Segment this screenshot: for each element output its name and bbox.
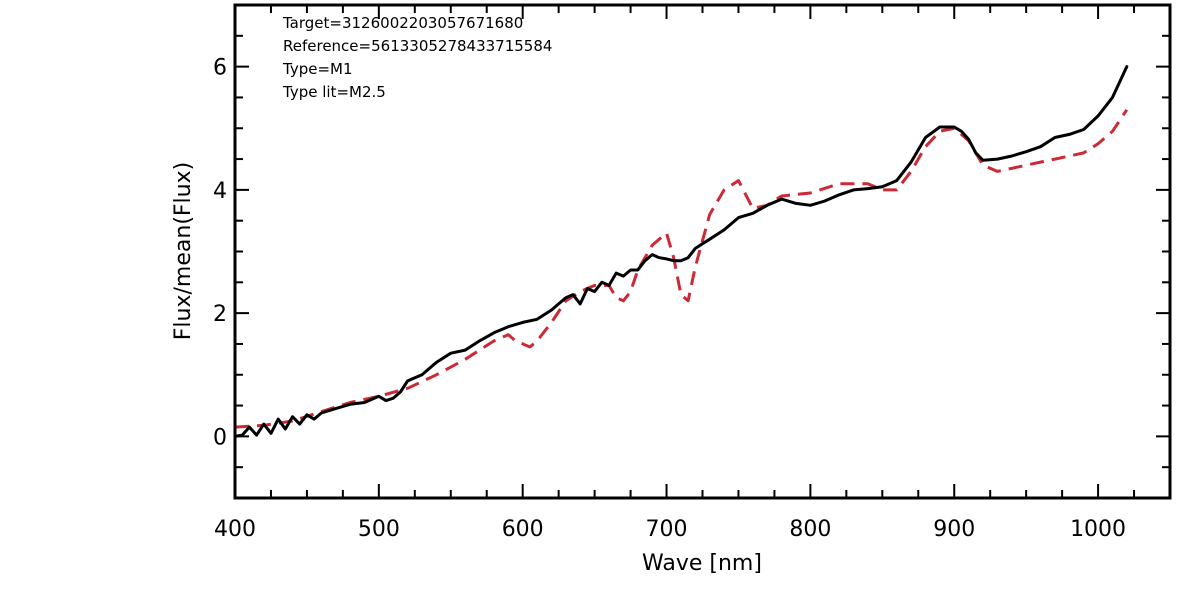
axis-ticks	[234, 4, 1171, 499]
annotations: Target=3126002203057671680 Reference=5613…	[282, 14, 552, 101]
plot-lines	[233, 65, 1129, 438]
series-1-line	[234, 108, 1129, 429]
y-tick-label: 4	[213, 179, 227, 204]
annotation-line: Reference=5613305278433715584	[283, 37, 552, 55]
plot-frame	[233, 3, 1172, 500]
x-tick-label: 600	[502, 517, 544, 542]
y-tick-label: 6	[213, 56, 227, 81]
x-tick-label: 1000	[1070, 517, 1126, 542]
y-tick-label: 0	[213, 425, 227, 450]
x-tick-label: 700	[646, 517, 688, 542]
y-axis-title: Flux/mean(Flux)	[171, 162, 196, 340]
x-tick-label: 400	[214, 517, 256, 542]
x-tick-label: 900	[933, 517, 975, 542]
x-axis-title: Wave [nm]	[642, 551, 762, 576]
annotation-line: Type=M1	[282, 60, 353, 78]
annotation-line: Target=3126002203057671680	[282, 14, 523, 32]
x-tick-label: 800	[789, 517, 831, 542]
annotation-line: Type lit=M2.5	[282, 83, 386, 101]
y-tick-label: 2	[213, 302, 227, 327]
axis-tick-labels: 400 500 600 700 800 900 1000 0 2 4 6	[213, 56, 1126, 542]
series-0-line	[233, 65, 1129, 438]
x-tick-label: 500	[358, 517, 400, 542]
